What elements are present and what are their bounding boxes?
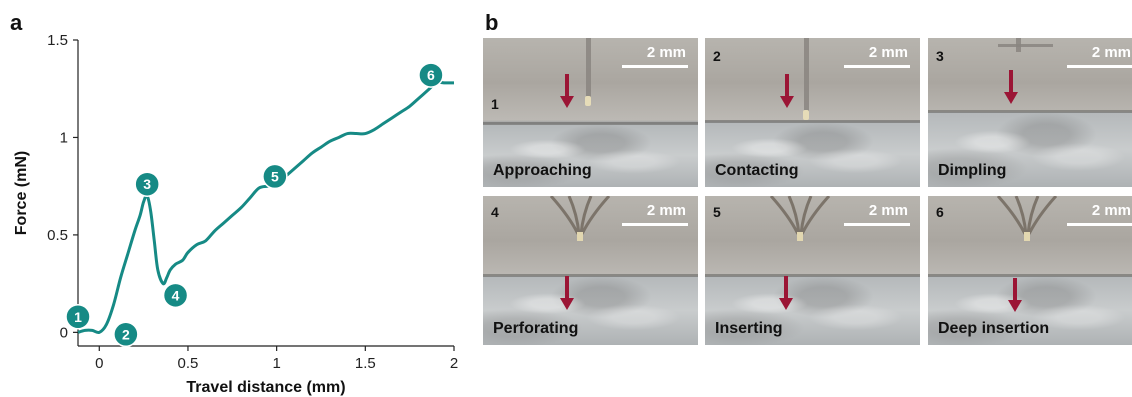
step-marker-4: 4 [162,282,189,309]
photo-number: 4 [491,204,499,220]
arrow-icon [560,74,574,108]
photo-number: 2 [713,48,721,64]
svg-text:2: 2 [122,326,130,342]
x-tick-label: 0 [95,355,103,372]
scale-bar [1067,223,1132,226]
photo-number: 1 [491,96,499,112]
photo-caption: Deep insertion [938,320,1050,337]
svg-text:3: 3 [143,176,151,192]
photo-caption: Perforating [493,320,579,337]
chart-axes [77,40,454,347]
step-marker-2: 2 [113,321,139,348]
svg-text:1: 1 [74,309,82,325]
photo-2: 2 2 mm Contacting [705,38,920,187]
x-tick-label: 2 [450,355,458,372]
arrow-icon [780,74,794,108]
y-tick-label: 0 [60,324,68,341]
svg-text:5: 5 [271,168,279,184]
panel-label-a: a [10,10,23,35]
photo-4: 4 2 mm Perforating [483,196,698,345]
photo-number: 3 [936,48,944,64]
y-tick-label: 0.5 [47,227,68,244]
probe-fork [996,196,1058,241]
x-tick-label: 1.5 [355,355,376,372]
x-tick-label: 1 [272,355,280,372]
photo-caption: Approaching [493,162,592,179]
y-axis-label: Force (mN) [13,151,30,235]
y-tick-label: 1.5 [47,32,68,49]
arrow-icon [1008,278,1022,312]
panel-label-b: b [485,10,499,35]
force-chart: 0 0.5 1 1.5 2 0 0.5 1 1.5 1 2 3 4 5 6 Travel distance… [13,32,458,396]
scale-bar-label: 2 mm [1091,44,1131,61]
step-marker-5: 5 [262,163,288,190]
photo-number: 6 [936,204,944,220]
photo-5: 5 2 mm Inserting [705,196,920,345]
photo-caption: Inserting [715,320,783,337]
scale-bar [622,223,688,226]
svg-text:6: 6 [427,67,435,83]
photo-number: 5 [713,204,721,220]
scale-bar-label: 2 mm [1091,202,1131,219]
scale-bar [1067,65,1132,68]
scale-bar-label: 2 mm [868,44,908,61]
photo-1: 1 2 mm Approaching [483,38,698,187]
arrow-icon [560,276,574,310]
photo-6: 6 2 mm Deep insertion [928,196,1132,345]
step-marker-1: 1 [65,304,91,330]
arrow-icon [779,276,793,310]
scale-bar [844,65,910,68]
force-series-line [77,80,454,335]
probe-fork [769,196,831,241]
scale-bar [844,223,910,226]
photo-caption: Dimpling [938,162,1007,179]
step-marker-3: 3 [134,171,160,197]
chart-ticks: 0 0.5 1 1.5 2 0 0.5 1 1.5 [47,32,458,372]
photo-grid: 1 2 mm Approaching 2 2 mm Contacting 3 2… [483,38,1132,394]
x-tick-label: 0.5 [178,355,199,372]
x-axis-label: Travel distance (mm) [186,379,345,396]
photo-3: 3 2 mm Dimpling [928,38,1132,187]
y-tick-label: 1 [60,129,68,146]
chart-markers: 1 2 3 4 5 6 [65,62,444,348]
probe-fork [549,196,611,241]
scale-bar [622,65,688,68]
svg-text:4: 4 [172,287,180,303]
scale-bar-label: 2 mm [646,44,686,61]
step-marker-6: 6 [418,62,444,88]
scale-bar-label: 2 mm [646,202,686,219]
arrow-icon [1004,70,1018,104]
photo-caption: Contacting [715,162,799,179]
scale-bar-label: 2 mm [868,202,908,219]
